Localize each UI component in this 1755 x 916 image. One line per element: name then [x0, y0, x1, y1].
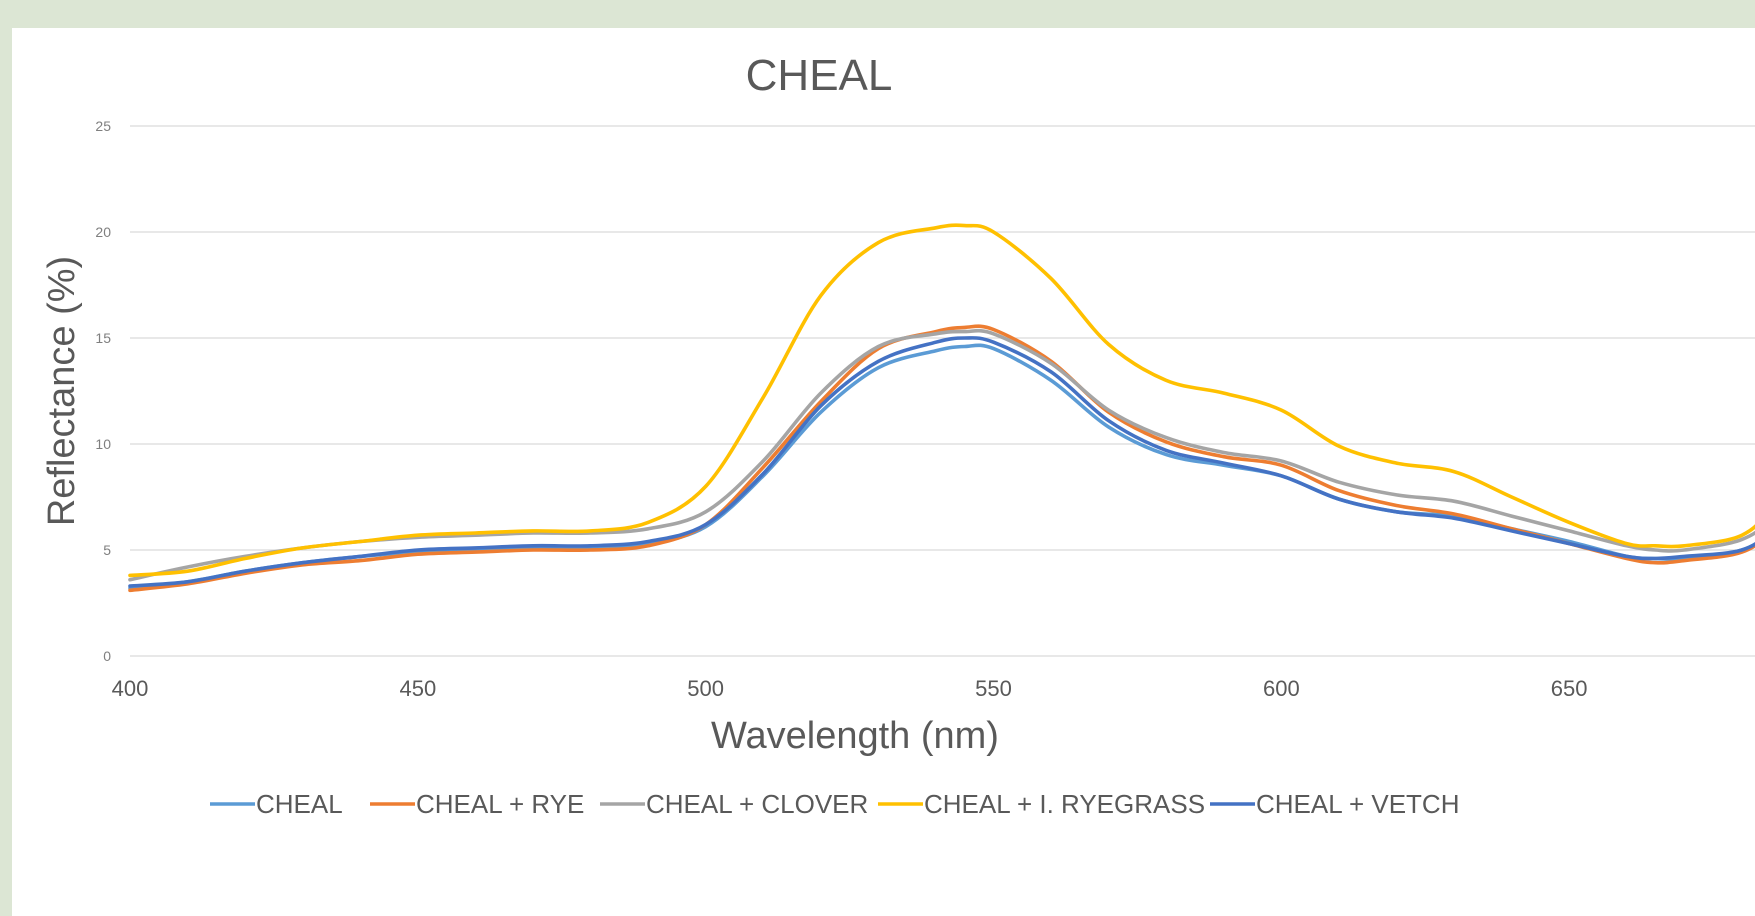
y-tick-label-0: 0 — [103, 648, 111, 664]
legend-label-0: CHEAL — [256, 789, 343, 819]
legend-label-1: CHEAL + RYE — [416, 789, 584, 819]
y-tick-label-5: 5 — [103, 542, 111, 558]
series-line-1 — [128, 324, 1755, 593]
x-tick-label-650: 650 — [1551, 676, 1588, 701]
x-axis-ticks: 4004505005506006507 — [112, 676, 1588, 701]
x-tick-label-400: 400 — [112, 676, 149, 701]
x-tick-label-600: 600 — [1263, 676, 1300, 701]
series-line-3 — [128, 223, 1755, 578]
legend-label-3: CHEAL + I. RYEGRASS — [924, 789, 1205, 819]
legend: CHEAL CHEAL + RYE CHEAL + CLOVER CHEAL + I.… — [210, 789, 1459, 819]
legend-label-4: CHEAL + VETCH — [1256, 789, 1459, 819]
chart-title: CHEAL — [746, 51, 893, 100]
gridlines — [130, 125, 1755, 657]
y-tick-label-25: 25 — [95, 118, 111, 134]
series-line-4 — [128, 336, 1755, 588]
y-tick-label-10: 10 — [95, 436, 111, 452]
x-tick-label-450: 450 — [399, 676, 436, 701]
x-axis-title: Wavelength (nm) — [711, 715, 999, 757]
series-lines — [128, 223, 1755, 593]
series-line-0 — [128, 343, 1755, 590]
y-tick-label-20: 20 — [95, 224, 111, 240]
y-tick-label-15: 15 — [95, 330, 111, 346]
series-line-2 — [128, 328, 1755, 582]
x-tick-label-500: 500 — [687, 676, 724, 701]
x-tick-label-550: 550 — [975, 676, 1012, 701]
legend-label-2: CHEAL + CLOVER — [646, 789, 868, 819]
y-axis-ticks: 0 5 10 15 20 25 — [95, 118, 111, 664]
y-axis-title: Reflectance (%) — [41, 256, 83, 526]
